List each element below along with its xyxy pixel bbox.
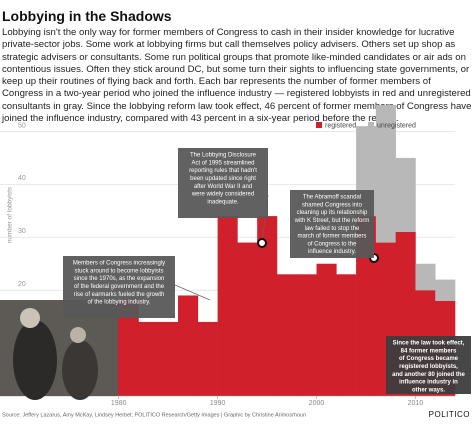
bar (395, 157, 416, 232)
photo-figure (20, 308, 40, 328)
annotation-box (63, 256, 175, 318)
bar (316, 263, 337, 396)
bar (257, 216, 278, 396)
bar (217, 216, 238, 396)
annotation-text: cleaning up its relationship (297, 210, 368, 216)
annotation-text: reporting rules that hadn't (189, 168, 257, 174)
bar (296, 274, 317, 396)
bar (237, 242, 258, 396)
annotation-text: The Lobbying Disclosure (190, 153, 257, 159)
bar (118, 300, 139, 396)
annotation-text: influence industry. (308, 249, 356, 255)
annotation-text: registered lobbyists, (399, 364, 458, 370)
bar (415, 263, 436, 291)
bar (276, 274, 298, 396)
bar (197, 321, 218, 396)
annotation-text: of Congress to the (307, 241, 357, 247)
annotation-text: march of former members (297, 234, 366, 240)
bar (158, 321, 179, 396)
legend-swatch (368, 122, 374, 128)
annotation-text: Since the law took effect, (393, 341, 465, 347)
legend-label: unregistered (377, 122, 416, 129)
source: Source: Jeffery Lazarus, Amy McKay, Lind… (2, 412, 306, 418)
annotation-text: stuck around to become lobbyists (74, 268, 163, 274)
annotation-text: rise of earmarks fueled the growth (74, 292, 165, 298)
annotation-text: inadequate. (207, 199, 239, 205)
annotation-text: 84 former members (401, 348, 457, 354)
annotation-text: of Congress became (399, 356, 459, 362)
intro: Lobbying isn't the only way for former m… (2, 27, 472, 125)
annotation-text: influence industry in (399, 380, 458, 386)
legend-swatch (316, 122, 322, 128)
annotation-box (386, 336, 471, 394)
marker (257, 238, 267, 248)
photo-figure (13, 320, 57, 400)
photo-figure (70, 327, 86, 343)
bar (178, 295, 199, 396)
y-tick-label: 50 (18, 122, 26, 129)
annotation-text: Act of 1995 streamlined (191, 160, 254, 166)
title: Lobbying in the Shadows (2, 8, 172, 24)
y-tick-label: 40 (18, 175, 26, 182)
annotation-box (178, 148, 268, 218)
annotation-text: since the 1970s, as the expansion (74, 276, 165, 282)
y-tick-label: 20 (18, 281, 26, 288)
x-tick-label: 2010 (408, 400, 424, 407)
annotation-text: after World War II and (194, 184, 252, 190)
bar (138, 321, 159, 396)
y-axis-label: number of lobbyists (7, 186, 14, 243)
logo: POLITICO (429, 410, 470, 419)
bar (336, 274, 357, 396)
connector (174, 284, 211, 301)
bar (435, 279, 456, 301)
annotation-text: Members of Congress increasingly (73, 261, 165, 267)
photo-figure (62, 340, 98, 400)
legend-label: registered (325, 122, 356, 129)
annotation-text: and another 80 joined the (392, 372, 465, 378)
annotation-text: of the lobbying industry. (88, 300, 151, 306)
annotation-text: of the federal government and the (74, 284, 165, 290)
annotation-text: been updated since right (190, 176, 256, 182)
x-tick-label: 1980 (111, 400, 127, 407)
annotation-text: shamed Congress into (302, 202, 363, 208)
annotation-text: with K Street, but the reform (294, 218, 370, 224)
annotation-text: were widely considered (191, 192, 254, 198)
annotation-text: other ways. (412, 387, 445, 393)
annotation-text: The Abramoff scandal (303, 195, 361, 201)
bar (375, 105, 396, 243)
x-tick-label: 1990 (210, 400, 226, 407)
annotation-box (290, 190, 374, 258)
x-tick-label: 2000 (309, 400, 325, 407)
annotation-text: law failed to stop the (305, 226, 360, 232)
y-tick-label: 30 (18, 228, 26, 235)
